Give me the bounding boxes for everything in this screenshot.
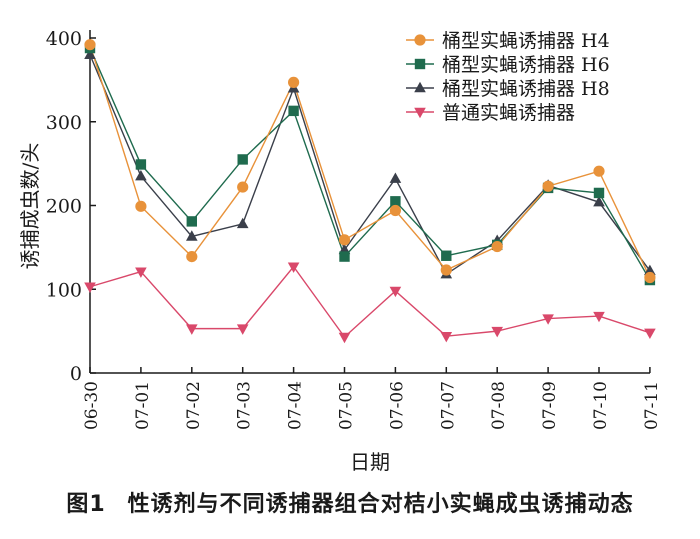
legend-marker	[414, 58, 426, 70]
x-tick-label: 07-01	[133, 381, 153, 430]
x-tick-label: 06-30	[82, 381, 102, 430]
data-point	[84, 39, 96, 51]
figure-number: 图1	[66, 492, 106, 517]
x-tick-label: 07-05	[337, 381, 357, 430]
x-tick-label: 07-08	[489, 381, 509, 430]
y-tick-label: 400	[46, 28, 82, 50]
series-line	[89, 265, 651, 339]
y-tick-label: 300	[46, 112, 82, 134]
data-point	[135, 159, 147, 170]
legend-label: 桶型实蝇诱捕器 H4	[442, 30, 610, 52]
data-point	[135, 267, 147, 278]
data-point	[186, 324, 198, 335]
figure-caption: 图1 性诱剂与不同诱捕器组合对桔小实蝇成虫诱捕动态	[0, 486, 700, 518]
data-point	[644, 328, 656, 339]
line-chart: 0 100 200 300 400 06-30 07-01 07-02 07-03 07-04 07…	[18, 28, 662, 474]
data-point	[491, 240, 503, 253]
data-point	[542, 314, 554, 325]
legend-label: 桶型实蝇诱捕器 H6	[442, 54, 610, 76]
data-point	[135, 169, 147, 181]
data-point	[288, 105, 299, 117]
x-tick-label: 07-04	[286, 381, 306, 430]
data-point	[186, 250, 198, 263]
series-line	[89, 44, 651, 278]
y-tick-label: 200	[46, 196, 82, 218]
data-point	[440, 264, 452, 276]
y-axis-title: 诱捕成虫数/头	[18, 143, 42, 270]
data-point	[389, 204, 401, 217]
series-line	[89, 47, 651, 281]
data-point	[593, 165, 605, 177]
legend-marker	[414, 81, 426, 93]
x-tick-label: 07-03	[235, 381, 255, 430]
x-tick-label: 07-10	[591, 381, 611, 430]
y-tick-label: 100	[46, 279, 82, 301]
data-point	[390, 196, 401, 207]
figure-title: 性诱剂与不同诱捕器组合对桔小实蝇成虫诱捕动态	[127, 492, 634, 517]
data-point	[84, 48, 96, 59]
data-point	[237, 154, 248, 165]
data-point	[593, 311, 605, 323]
data-point	[288, 76, 300, 88]
data-point	[441, 250, 452, 261]
x-tick-label: 07-02	[184, 381, 204, 430]
data-point	[593, 195, 605, 207]
data-point	[389, 286, 402, 298]
data-point	[542, 180, 554, 192]
data-point	[644, 271, 656, 284]
x-tick-label: 07-07	[438, 381, 458, 430]
x-tick-label: 07-06	[387, 381, 407, 430]
data-point	[338, 332, 351, 344]
x-tick-label: 07-09	[540, 381, 560, 430]
legend-label: 普通实蝇诱捕器	[442, 102, 575, 124]
legend-marker	[414, 107, 426, 119]
data-point	[186, 216, 197, 227]
data-point	[84, 282, 96, 293]
data-point	[440, 331, 453, 343]
data-point	[644, 264, 656, 276]
x-axis-title: 日期	[350, 450, 390, 474]
legend-label: 桶型实蝇诱捕器 H8	[442, 78, 610, 100]
data-point	[338, 234, 351, 246]
x-tick-label: 07-11	[642, 381, 662, 430]
legend-marker	[414, 34, 426, 46]
data-point	[236, 217, 249, 229]
data-point	[339, 251, 350, 262]
data-point	[287, 262, 300, 273]
data-point	[135, 200, 147, 212]
data-point	[491, 326, 503, 338]
data-point	[236, 324, 249, 335]
data-point	[186, 230, 198, 241]
data-point	[593, 187, 605, 199]
data-point	[389, 172, 402, 183]
data-point	[237, 181, 249, 193]
y-tick-label: 0	[70, 363, 82, 385]
